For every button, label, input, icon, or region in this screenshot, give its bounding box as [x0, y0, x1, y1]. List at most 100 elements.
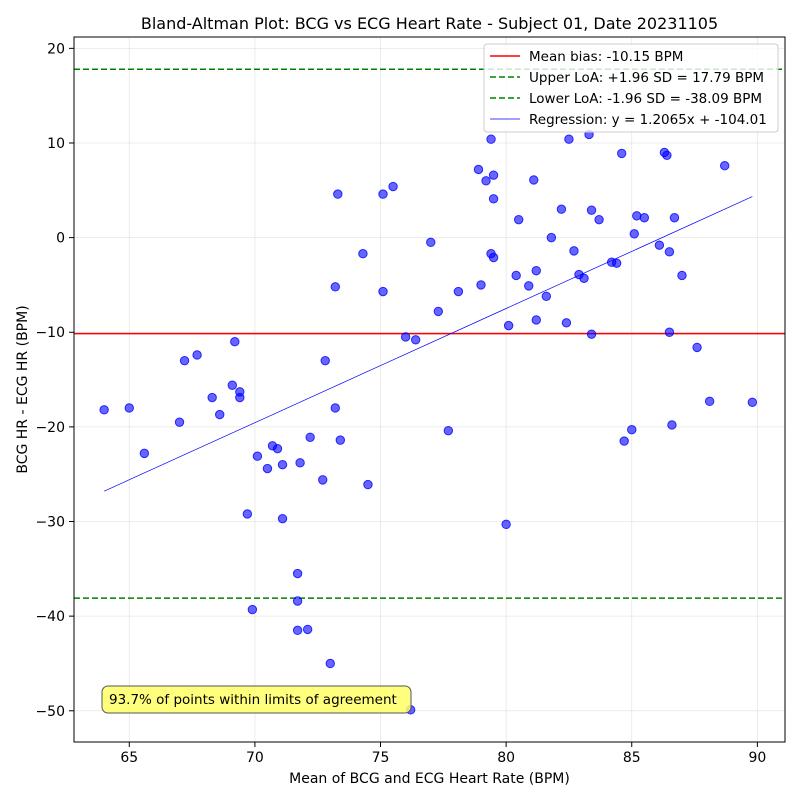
data-point [476, 280, 486, 290]
data-point [230, 337, 240, 347]
y-tick-label: −30 [35, 515, 65, 531]
data-point [192, 350, 202, 360]
data-point [320, 355, 330, 366]
data-point [611, 258, 622, 268]
data-point [556, 204, 567, 214]
data-point [488, 194, 499, 204]
data-point [292, 568, 303, 579]
data-point [302, 624, 313, 635]
data-point [720, 160, 730, 171]
x-tick-label: 80 [497, 750, 515, 766]
data-point [529, 175, 539, 185]
plot-frame [73, 36, 786, 743]
data-point [511, 270, 521, 281]
x-axis-ticks: 65 70 75 80 85 90 [120, 742, 766, 766]
x-tick-label: 75 [372, 750, 390, 766]
data-point [531, 315, 541, 325]
legend-box [483, 43, 779, 133]
data-point [664, 327, 675, 337]
legend: Mean bias: -10.15 BPM Upper LoA: +1.96 S… [483, 43, 779, 133]
data-point [426, 237, 436, 248]
data-point [443, 425, 454, 436]
data-point [99, 405, 109, 415]
data-point [501, 519, 511, 530]
legend-label-regression: Regression: y = 1.2065x + -104.01 [529, 112, 767, 128]
data-point [664, 247, 675, 257]
y-tick-label: −10 [35, 325, 65, 341]
data-point [358, 249, 368, 259]
y-tick-label: −40 [35, 609, 65, 625]
y-axis-label: BCG HR - ECG HR (BPM) [15, 305, 31, 473]
data-point [330, 282, 340, 292]
data-point [579, 273, 589, 284]
y-tick-label: −50 [35, 704, 65, 720]
legend-label-lower-loa: Lower LoA: -1.96 SD = -38.09 BPM [529, 91, 762, 107]
data-point [124, 403, 134, 413]
data-point [295, 458, 305, 468]
x-tick-label: 70 [246, 750, 264, 766]
data-point [305, 432, 315, 442]
agreement-annotation: 93.7% of points within limits of agreeme… [101, 685, 412, 714]
data-point [400, 332, 411, 342]
data-point [629, 229, 639, 239]
data-point [325, 658, 335, 669]
data-point [174, 417, 185, 427]
data-point [616, 148, 627, 159]
data-point [378, 286, 388, 297]
data-point [531, 266, 541, 276]
x-axis-label: Mean of BCG and ECG Heart Rate (BPM) [289, 771, 570, 787]
y-axis-ticks: −50 −40 −30 −20 −10 0 10 20 [35, 41, 74, 720]
data-point [524, 281, 534, 291]
data-point [594, 214, 604, 225]
data-point [667, 420, 677, 430]
data-point [627, 425, 637, 435]
data-point [513, 214, 524, 225]
data-point [277, 460, 288, 470]
data-point [318, 475, 328, 485]
legend-label-upper-loa: Upper LoA: +1.96 SD = 17.79 BPM [529, 70, 764, 86]
data-point [388, 181, 398, 192]
data-point [692, 342, 702, 353]
data-point [139, 448, 150, 459]
data-point [619, 436, 629, 446]
annotation-text: 93.7% of points within limits of agreeme… [109, 692, 397, 708]
data-point [227, 380, 237, 390]
x-tick-label: 85 [623, 750, 641, 766]
data-point [503, 320, 514, 331]
data-point [272, 443, 283, 454]
y-tick-label: 20 [47, 41, 65, 57]
data-point [481, 176, 491, 186]
y-tick-label: 0 [56, 231, 65, 247]
data-point [561, 318, 572, 328]
data-point [330, 403, 340, 413]
data-point [335, 435, 346, 445]
data-point [632, 211, 642, 221]
data-point [569, 246, 579, 256]
data-point [242, 509, 253, 519]
data-point [247, 604, 258, 615]
data-point [704, 396, 715, 407]
data-point [333, 189, 343, 199]
data-point [486, 134, 496, 144]
data-point [586, 205, 597, 215]
x-tick-label: 65 [120, 750, 138, 766]
data-point [586, 329, 597, 339]
data-point [654, 240, 665, 250]
data-point [292, 596, 303, 606]
data-point [292, 625, 303, 636]
data-point [235, 392, 245, 403]
chart-title: Bland-Altman Plot: BCG vs ECG Heart Rate… [141, 14, 718, 33]
data-point [488, 252, 499, 263]
annotation-box [101, 685, 412, 714]
data-point [639, 213, 650, 223]
data-point [677, 270, 687, 281]
data-point [179, 355, 190, 366]
data-point [747, 397, 758, 407]
data-point [433, 306, 443, 317]
x-tick-label: 90 [748, 750, 766, 766]
data-point [488, 170, 499, 180]
data-point [546, 232, 557, 243]
data-point [473, 164, 484, 175]
